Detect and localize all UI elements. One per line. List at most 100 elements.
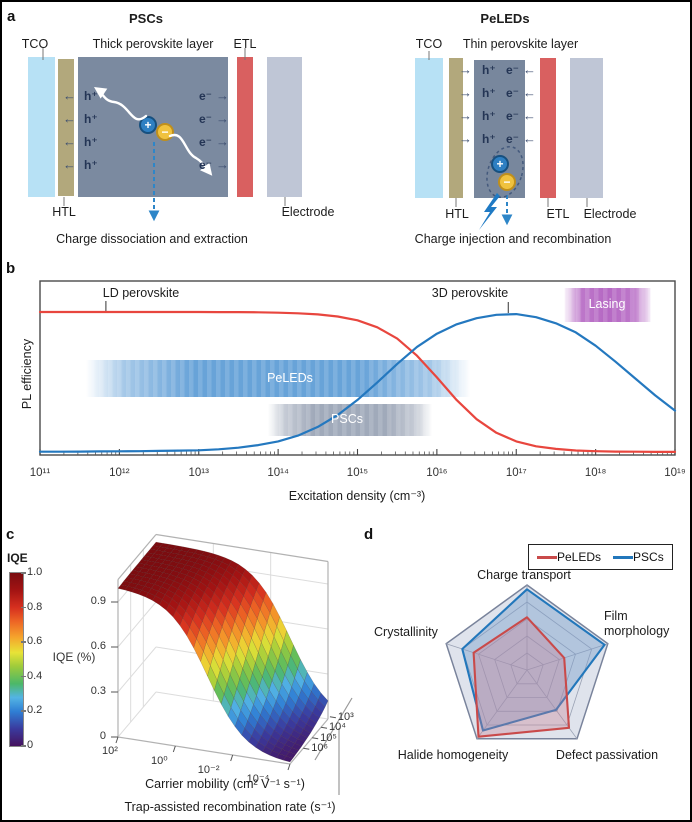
arrow-left-icon: ←: [63, 157, 76, 172]
arrow-left-icon: ←: [63, 134, 76, 149]
hole-label: h⁺: [84, 112, 98, 126]
peled-title: PeLEDs: [480, 11, 530, 26]
arrow-left-icon: ←: [63, 88, 76, 103]
hole-label: h⁺: [84, 89, 98, 103]
legend-label-pscs: PSCs: [633, 550, 664, 564]
x-tick-label: 10¹⁸: [584, 467, 607, 479]
peled-electrode-label: Electrode: [583, 207, 637, 221]
z-tick-label: 0.3: [90, 685, 106, 697]
hole-label: h⁺: [84, 158, 98, 172]
psc-caption: Charge dissociation and extraction: [56, 232, 248, 246]
arrow-left-icon: ←: [523, 131, 536, 146]
electron-label: e⁻: [199, 112, 213, 126]
psc-title: PSCs: [129, 11, 163, 26]
psc-etl-layer: [237, 57, 253, 197]
legend-item-pscs: PSCs: [613, 550, 664, 564]
colorbar-tick-label: 0.6: [27, 635, 43, 648]
colorbar: [9, 572, 24, 747]
hole-label: h⁺: [482, 132, 496, 146]
z-tick-label: 0: [99, 730, 106, 742]
radar-axis-film-morphology: Film morphology: [604, 609, 670, 638]
arrow-left-icon: ←: [523, 85, 536, 100]
colorbar-title: IQE: [7, 551, 28, 565]
electron-label: e⁻: [199, 135, 213, 149]
psc-tco-layer: [28, 57, 55, 197]
band-label-lasing: Lasing: [588, 297, 626, 311]
panel-a: a PSCs TCO Thick perovskite layer ETL HT…: [0, 0, 692, 258]
arrow-right-icon: →: [459, 85, 472, 100]
radar-axis-crystallinity: Crystallinity: [374, 625, 438, 639]
hole-label: h⁺: [84, 135, 98, 149]
x-tick-label: 10¹⁴: [267, 467, 289, 479]
colorbar-tick-mark: [21, 745, 26, 747]
pl-efficiency-chart: [38, 280, 677, 456]
arrow-right-icon: →: [459, 108, 472, 123]
legend-label-peleds: PeLEDs: [557, 550, 602, 564]
colorbar-tick-label: 0: [27, 739, 34, 751]
y-axis-label: PL efficiency: [20, 338, 34, 410]
peled-etl-label: ETL: [546, 207, 570, 221]
arrow-right-icon: →: [216, 111, 229, 126]
arrow-right-icon: →: [459, 131, 472, 146]
colorbar-tick-mark: [21, 641, 26, 643]
pscs-line-icon: [613, 556, 634, 559]
psc-htl-layer: [58, 59, 74, 196]
peled-perovskite-label: Thin perovskite layer: [462, 37, 579, 51]
hole-charge-icon: +: [491, 155, 509, 173]
peled-tco-layer: [415, 58, 443, 198]
rate-tick-label: 10³: [337, 710, 354, 723]
arrow-left-icon: ←: [63, 111, 76, 126]
radar-axis-charge-transport: Charge transport: [477, 568, 571, 582]
rate-tick-label: 10⁴: [329, 721, 346, 734]
radar-axis-halide-homogeneity: Halide homogeneity: [397, 748, 509, 762]
psc-etl-label: ETL: [233, 37, 257, 51]
x-axis-label: Excitation density (cm⁻³): [288, 489, 426, 503]
psc-htl-label: HTL: [52, 205, 76, 219]
psc-tco-label: TCO: [21, 37, 49, 51]
peled-htl-layer: [449, 58, 463, 198]
x-tick-label: 10¹⁶: [426, 467, 448, 479]
surface-x-axis-label: Carrier mobility (cm² V⁻¹ s⁻¹): [145, 777, 305, 791]
z-tick-label: 0.9: [90, 595, 106, 607]
peled-electrode-layer: [570, 58, 603, 198]
hole-charge-icon: +: [139, 116, 157, 134]
colorbar-tick-label: 0.2: [27, 704, 43, 717]
arrow-right-icon: →: [216, 157, 229, 172]
radar-axis-defect-passivation: Defect passivation: [555, 748, 659, 762]
rate-tick-label: 10⁵: [320, 731, 337, 744]
peled-etl-layer: [540, 58, 556, 198]
arrow-right-icon: →: [216, 134, 229, 149]
x-tick-label: 10¹³: [188, 467, 209, 479]
colorbar-tick-label: 0.8: [27, 600, 43, 613]
electron-label: e⁻: [506, 109, 520, 123]
z-axis-label: IQE (%): [52, 650, 96, 664]
electron-charge-icon: −: [498, 173, 516, 191]
colorbar-tick-mark: [21, 572, 26, 574]
electron-label: e⁻: [199, 158, 213, 172]
panel-c-letter: c: [6, 526, 15, 543]
panel-a-letter: a: [7, 8, 16, 25]
colorbar-tick-label: 0.4: [27, 669, 43, 682]
hole-label: h⁺: [482, 109, 496, 123]
peled-caption: Charge injection and recombination: [414, 232, 612, 246]
mobility-tick-label: 10²: [102, 745, 118, 757]
peled-htl-label: HTL: [445, 207, 469, 221]
rate-tick-label: 10⁶: [311, 742, 329, 755]
legend-item-peleds: PeLEDs: [537, 550, 601, 564]
mobility-tick-label: 10⁰: [151, 755, 168, 767]
hole-label: h⁺: [482, 63, 496, 77]
mobility-tick-label: 10⁻²: [197, 764, 220, 776]
annotation-3d-perovskite: 3D perovskite: [431, 286, 509, 300]
colorbar-tick-mark: [21, 675, 26, 678]
panel-a-decorations: [42, 48, 588, 230]
band-label-peleds: PeLEDs: [267, 371, 313, 385]
colorbar-tick-mark: [21, 606, 26, 609]
surface-y-axis-label: Trap-assisted recombination rate (s⁻¹): [124, 800, 336, 814]
arrow-right-icon: →: [459, 62, 472, 77]
panel-b: b LD perovskite 3D perovskite PeLEDs PSC…: [0, 258, 692, 520]
psc-electrode-layer: [267, 57, 302, 197]
band-label-pscs: PSCs: [331, 412, 363, 426]
x-tick-label: 10¹⁵: [346, 467, 369, 479]
z-tick-label: 0.6: [90, 640, 106, 652]
